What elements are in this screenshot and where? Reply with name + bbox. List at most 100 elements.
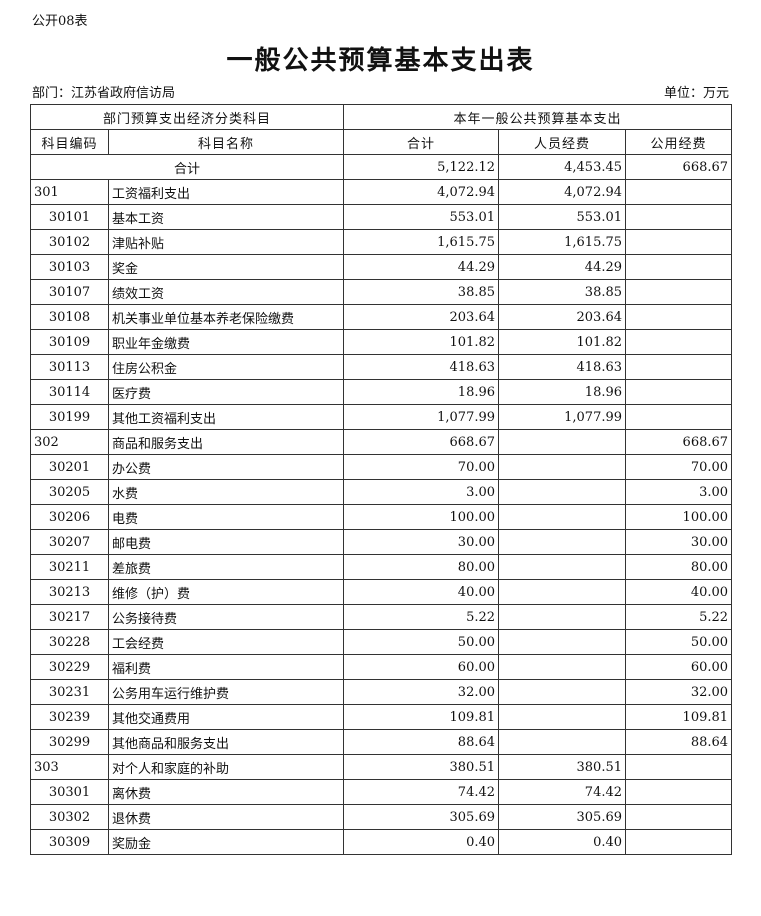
header-group-right: 本年一般公共预算基本支出: [343, 104, 733, 130]
row-public: 3.00: [625, 479, 733, 505]
header-name: 科目名称: [107, 129, 345, 155]
row-public: [625, 829, 733, 855]
total-sum: 5,122.12: [343, 154, 500, 180]
table-row: 30217 公务接待费 5.22 5.22: [30, 604, 733, 630]
row-code: 303: [30, 754, 109, 780]
row-public: [625, 379, 733, 405]
row-public: 80.00: [625, 554, 733, 580]
row-code: 30107: [30, 279, 109, 305]
row-total: 668.67: [343, 429, 500, 455]
table-row: 30201 办公费 70.00 70.00: [30, 454, 733, 480]
total-row: 合计 5,122.12 4,453.45 668.67: [29, 154, 733, 180]
form-tag: 公开08表: [32, 14, 88, 29]
table-row: 30228 工会经费 50.00 50.00: [30, 629, 733, 655]
table-row: 30107 绩效工资 38.85 38.85: [30, 279, 733, 305]
row-name: 奖金: [107, 254, 345, 280]
row-name: 退休费: [107, 804, 345, 830]
total-label: 合计: [29, 154, 345, 180]
row-total: 5.22: [343, 604, 500, 630]
row-personnel: 203.64: [498, 304, 627, 330]
row-code: 30239: [30, 704, 109, 730]
row-code: 30101: [30, 204, 109, 230]
table-row: 301 工资福利支出 4,072.94 4,072.94: [30, 179, 733, 205]
row-code: 30205: [30, 479, 109, 505]
row-code: 30114: [30, 379, 109, 405]
row-public: 88.64: [625, 729, 733, 755]
row-public: [625, 304, 733, 330]
row-total: 109.81: [343, 704, 500, 730]
department-label: 部门：江苏省政府信访局: [32, 86, 176, 101]
row-total: 32.00: [343, 679, 500, 705]
row-code: 30102: [30, 229, 109, 255]
row-name: 绩效工资: [107, 279, 345, 305]
row-name: 公务接待费: [107, 604, 345, 630]
row-name: 对个人和家庭的补助: [107, 754, 345, 780]
row-code: 30309: [30, 829, 109, 855]
table-row: 30239 其他交通费用 109.81 109.81: [30, 704, 733, 730]
row-personnel: [498, 479, 627, 505]
row-name: 差旅费: [107, 554, 345, 580]
row-public: 60.00: [625, 654, 733, 680]
table-row: 30229 福利费 60.00 60.00: [30, 654, 733, 680]
table-row: 30205 水费 3.00 3.00: [30, 479, 733, 505]
row-total: 1,077.99: [343, 404, 500, 430]
row-public: 70.00: [625, 454, 733, 480]
table-row: 30213 维修（护）费 40.00 40.00: [30, 579, 733, 605]
row-public: [625, 254, 733, 280]
row-code: 301: [30, 179, 109, 205]
row-public: [625, 229, 733, 255]
row-personnel: [498, 629, 627, 655]
row-name: 机关事业单位基本养老保险缴费: [107, 304, 345, 330]
row-total: 3.00: [343, 479, 500, 505]
row-name: 水费: [107, 479, 345, 505]
row-public: [625, 804, 733, 830]
row-code: 30103: [30, 254, 109, 280]
row-personnel: 553.01: [498, 204, 627, 230]
row-name: 离休费: [107, 779, 345, 805]
row-name: 基本工资: [107, 204, 345, 230]
row-total: 553.01: [343, 204, 500, 230]
row-code: 30302: [30, 804, 109, 830]
row-public: [625, 179, 733, 205]
table-row: 30302 退休费 305.69 305.69: [30, 804, 733, 830]
page-title: 一般公共预算基本支出表: [226, 46, 535, 76]
row-personnel: 418.63: [498, 354, 627, 380]
row-total: 4,072.94: [343, 179, 500, 205]
row-personnel: [498, 654, 627, 680]
row-public: 100.00: [625, 504, 733, 530]
row-total: 305.69: [343, 804, 500, 830]
row-public: [625, 754, 733, 780]
row-code: 30206: [30, 504, 109, 530]
header-code: 科目编码: [30, 129, 109, 155]
row-code: 30228: [30, 629, 109, 655]
row-name: 工资福利支出: [107, 179, 345, 205]
row-personnel: [498, 454, 627, 480]
table-row: 30102 津贴补贴 1,615.75 1,615.75: [30, 229, 733, 255]
row-name: 维修（护）费: [107, 579, 345, 605]
row-name: 医疗费: [107, 379, 345, 405]
row-name: 电费: [107, 504, 345, 530]
row-code: 30213: [30, 579, 109, 605]
row-name: 奖励金: [107, 829, 345, 855]
row-name: 津贴补贴: [107, 229, 345, 255]
row-total: 70.00: [343, 454, 500, 480]
row-personnel: [498, 604, 627, 630]
row-personnel: [498, 679, 627, 705]
row-public: [625, 779, 733, 805]
row-name: 工会经费: [107, 629, 345, 655]
row-personnel: [498, 579, 627, 605]
table-row: 30301 离休费 74.42 74.42: [30, 779, 733, 805]
row-personnel: 44.29: [498, 254, 627, 280]
row-name: 其他商品和服务支出: [107, 729, 345, 755]
row-total: 100.00: [343, 504, 500, 530]
row-personnel: 101.82: [498, 329, 627, 355]
row-name: 办公费: [107, 454, 345, 480]
row-personnel: [498, 429, 627, 455]
table-row: 30114 医疗费 18.96 18.96: [30, 379, 733, 405]
table-row: 30231 公务用车运行维护费 32.00 32.00: [30, 679, 733, 705]
total-personnel: 4,453.45: [498, 154, 627, 180]
row-personnel: 380.51: [498, 754, 627, 780]
row-total: 88.64: [343, 729, 500, 755]
row-public: 668.67: [625, 429, 733, 455]
row-personnel: 38.85: [498, 279, 627, 305]
